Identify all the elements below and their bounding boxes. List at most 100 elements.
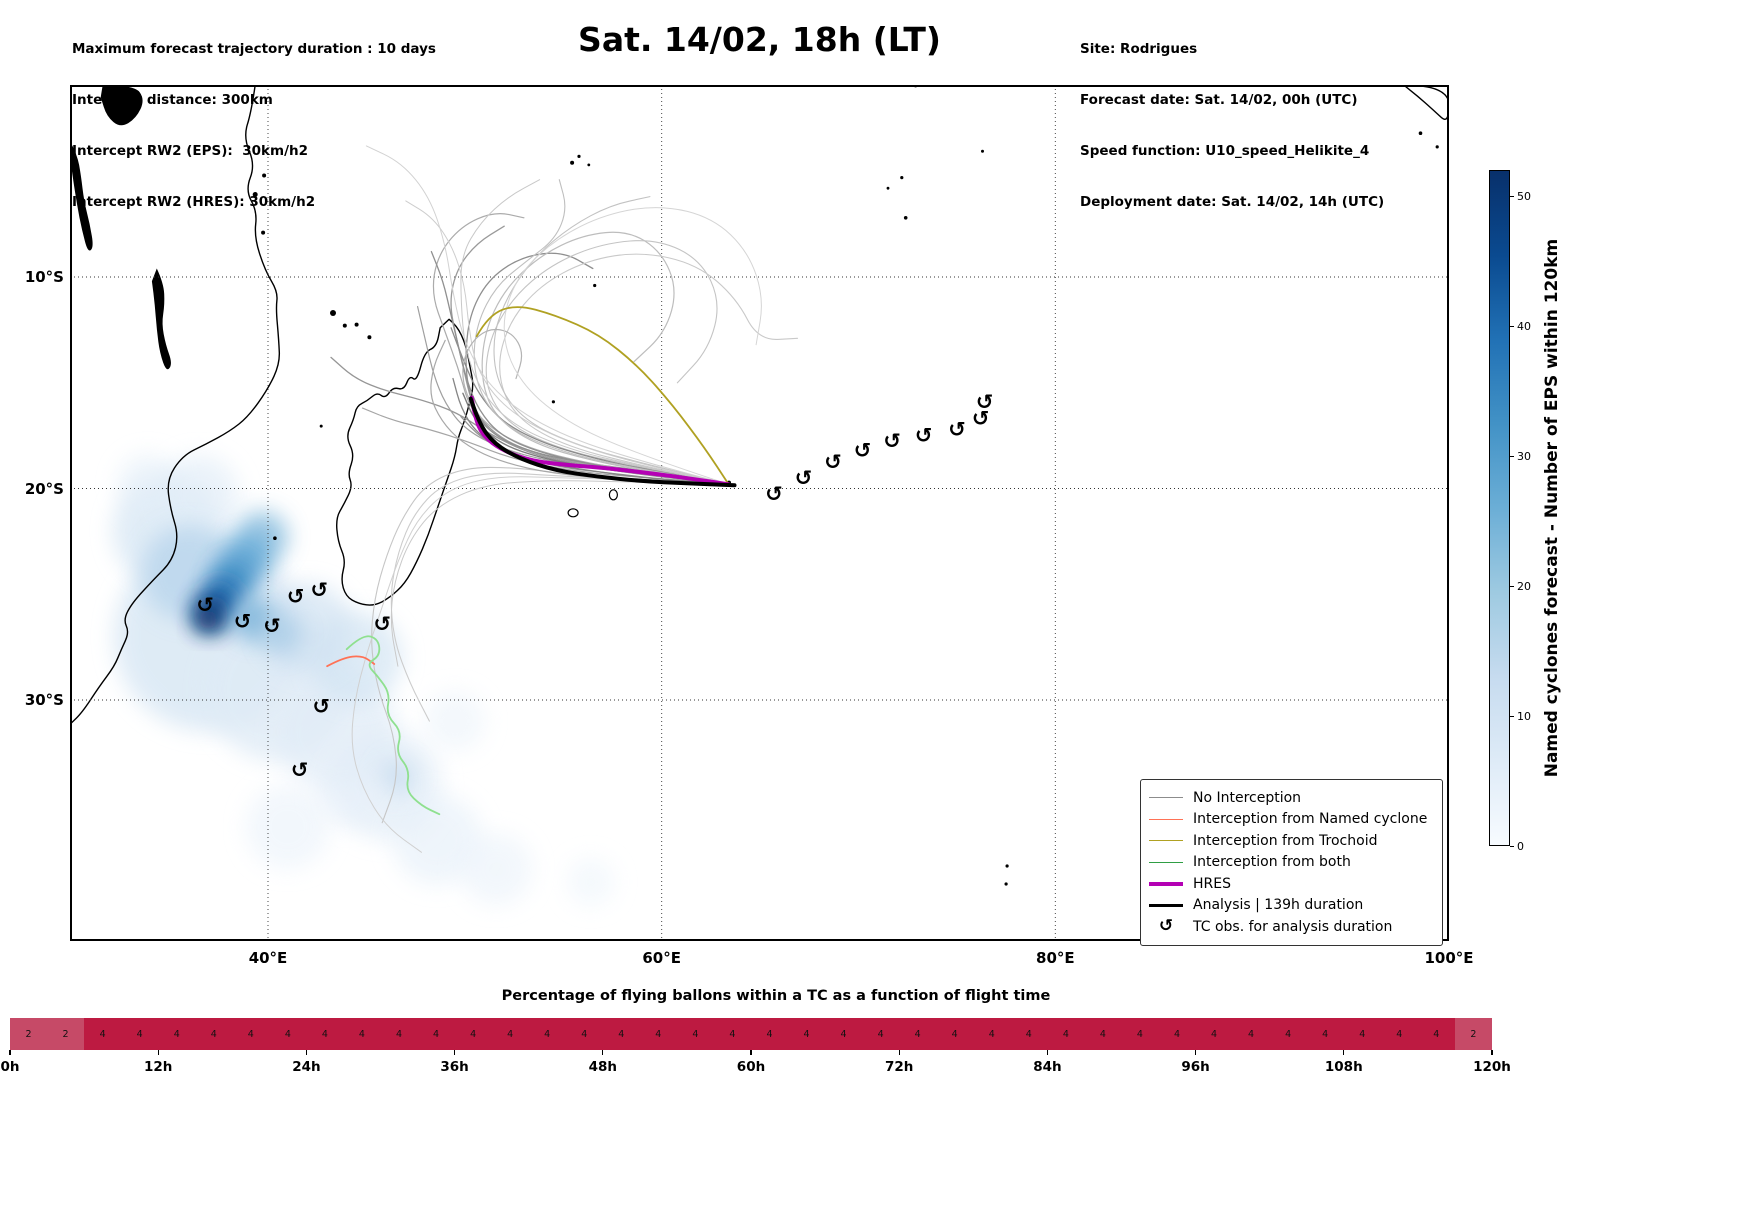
legend-item-5: Analysis | 139h duration <box>1149 895 1434 917</box>
legend-line-swatch <box>1149 818 1183 820</box>
legend-item-2: Interception from Trochoid <box>1149 830 1434 852</box>
sumatra-coastline <box>1403 85 1449 120</box>
bottom-chart-title: Percentage of flying ballons within a TC… <box>501 988 1051 1004</box>
bar-segment-value: 4 <box>1359 1028 1366 1040</box>
tc-symbol: ↺ <box>1158 916 1174 937</box>
lat-tick-20°S: 20°S <box>24 479 64 498</box>
legend-label: Interception from both <box>1193 854 1351 871</box>
ensemble-trajectory <box>493 196 730 485</box>
bar-segment-value: 2 <box>62 1028 69 1040</box>
island-dot <box>1418 131 1423 135</box>
legend-label: Analysis | 139h duration <box>1193 897 1364 914</box>
header-right-line-3: Speed function: U10_speed_Helikite_4 <box>1080 143 1370 159</box>
island-outline <box>567 508 579 518</box>
tc-obs-symbol: ↺ <box>263 614 281 638</box>
tc-obs-symbol: ↺ <box>196 593 214 617</box>
bar-segment-value: 4 <box>284 1028 291 1040</box>
island-dot <box>354 322 359 327</box>
bar-segment-value: 4 <box>1285 1028 1292 1040</box>
bar-segment: 4 <box>1269 1018 1307 1050</box>
lat-tick-30°S: 30°S <box>24 691 64 709</box>
tc-obs-symbol: ↺ <box>948 417 966 441</box>
bar-segment: 4 <box>565 1018 603 1050</box>
tc-obs-legend-icon: ↺ <box>1149 918 1183 935</box>
bar-segment: 2 <box>1454 1018 1492 1050</box>
island-dot <box>981 149 984 153</box>
bottom-axis-tickmark <box>305 1050 307 1055</box>
bar-segment-value: 4 <box>507 1028 514 1040</box>
bar-segment-value: 4 <box>544 1028 551 1040</box>
bar-segment-value: 4 <box>210 1028 217 1040</box>
bar-segment: 4 <box>343 1018 381 1050</box>
tc-obs-symbol: ↺ <box>373 612 391 636</box>
tc-obs-symbol: ↺ <box>310 578 328 602</box>
bar-segment: 2 <box>47 1018 85 1050</box>
bottom-axis-tick-108h: 108h <box>1324 1059 1363 1075</box>
bottom-axis-tick-36h: 36h <box>440 1059 469 1075</box>
bar-segment: 4 <box>306 1018 344 1050</box>
legend-line-swatch <box>1149 861 1183 863</box>
bar-segment: 4 <box>862 1018 900 1050</box>
legend-line <box>1149 903 1183 907</box>
ensemble-trajectory <box>481 231 730 485</box>
header-left-line-3: Intercept RW2 (EPS): 30km/h2 <box>72 143 308 159</box>
colorbar-tick-20: 20 <box>1517 579 1531 593</box>
island-outline <box>608 489 619 501</box>
density-blob <box>245 784 330 869</box>
bar-segment: 4 <box>454 1018 492 1050</box>
ensemble-trajectory <box>503 207 762 485</box>
colorbar-tickmark <box>1510 455 1514 457</box>
bar-segment-value: 4 <box>395 1028 403 1040</box>
bar-segment-value: 4 <box>470 1028 477 1040</box>
colorbar-tick-30: 30 <box>1517 449 1531 463</box>
ensemble-trajectory <box>473 179 730 485</box>
bar-segment: 4 <box>1417 1018 1455 1050</box>
bottom-axis-tick-48h: 48h <box>588 1059 617 1075</box>
ensemble-trajectory <box>365 145 730 485</box>
island-dot <box>551 400 555 404</box>
bar-segment-value: 4 <box>1433 1028 1440 1040</box>
ensemble-trajectory <box>460 179 730 485</box>
tc-obs-symbol: ↺ <box>291 758 309 782</box>
bottom-axis-tick-96h: 96h <box>1181 1059 1210 1075</box>
map-canvas: ↺↺↺ ↺ ↺ ↺ ↺ ↺↺↺↺ ↺↺ ↺↺↺↺ <box>70 85 1449 941</box>
island-dot <box>593 283 597 288</box>
bar-segment-value: 2 <box>25 1028 32 1040</box>
bar-segment: 4 <box>1380 1018 1418 1050</box>
lon-tick-80°E: 80°E <box>1036 949 1075 967</box>
bar-segment-value: 4 <box>433 1028 440 1040</box>
header-right-block: Site: Rodrigues Forecast date: Sat. 14/0… <box>1080 7 1384 245</box>
bar-segment-value: 4 <box>321 1028 328 1040</box>
bar-segment-value: 4 <box>803 1028 810 1040</box>
coastlines-layer <box>70 85 1449 886</box>
bar-segment: 4 <box>1232 1018 1270 1050</box>
lon-tick-60°E: 60°E <box>642 949 681 967</box>
cyclone-density-heatmap <box>112 454 615 906</box>
density-blob <box>159 454 240 535</box>
bar-segment: 4 <box>973 1018 1011 1050</box>
legend-line-swatch <box>1149 881 1183 886</box>
bar-segment-value: 4 <box>247 1028 254 1040</box>
ensemble-trajectory <box>390 480 730 667</box>
tc-obs-symbol: ↺ <box>972 407 990 431</box>
lat-tick-10°S: 10°S <box>24 268 64 286</box>
bar-segment: 4 <box>936 1018 974 1050</box>
ensemble-trajectory <box>432 213 730 485</box>
bar-segment: 4 <box>528 1018 566 1050</box>
bar-segment-value: 4 <box>1062 1028 1069 1040</box>
bar-segment-value: 4 <box>1173 1028 1180 1040</box>
colorbar-tick-10: 10 <box>1517 709 1531 723</box>
colorbar-tickmark <box>1510 325 1514 327</box>
bar-segment: 4 <box>1047 1018 1085 1050</box>
bar-segment-value: 4 <box>136 1028 143 1040</box>
bar-segment: 4 <box>899 1018 937 1050</box>
bar-segment: 4 <box>750 1018 788 1050</box>
bottom-axis-tickmark <box>1343 1050 1345 1055</box>
bar-segment: 4 <box>639 1018 677 1050</box>
bar-segment: 4 <box>417 1018 455 1050</box>
header-right-line-4: Deployment date: Sat. 14/02, 14h (UTC) <box>1080 194 1385 210</box>
legend-line <box>1149 881 1183 886</box>
interception-named-cyclone-trajectory <box>326 655 376 668</box>
bottom-axis-tick-12h: 12h <box>143 1059 173 1075</box>
legend-line-swatch <box>1149 903 1183 907</box>
